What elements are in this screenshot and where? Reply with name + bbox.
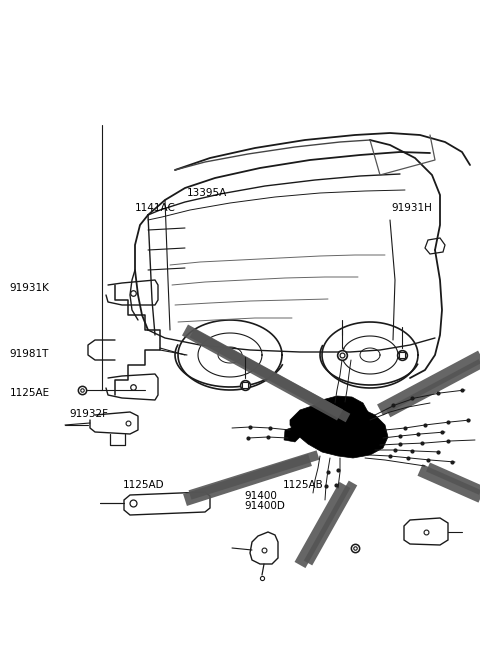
Polygon shape xyxy=(290,402,388,458)
Text: 91400D: 91400D xyxy=(245,501,286,511)
Text: 13395A: 13395A xyxy=(187,188,228,198)
Text: 91931H: 91931H xyxy=(391,203,432,214)
Text: 91931K: 91931K xyxy=(10,283,49,293)
Text: 1141AC: 1141AC xyxy=(134,203,175,214)
Text: 1125AB: 1125AB xyxy=(283,480,324,490)
Polygon shape xyxy=(284,426,302,442)
Text: 91981T: 91981T xyxy=(10,348,49,359)
Text: 1125AD: 1125AD xyxy=(122,480,164,490)
Bar xyxy=(0,0,480,120)
Polygon shape xyxy=(310,396,368,424)
Text: 91400: 91400 xyxy=(245,491,277,501)
Text: 91932F: 91932F xyxy=(70,409,108,419)
Text: 1125AE: 1125AE xyxy=(10,388,50,398)
